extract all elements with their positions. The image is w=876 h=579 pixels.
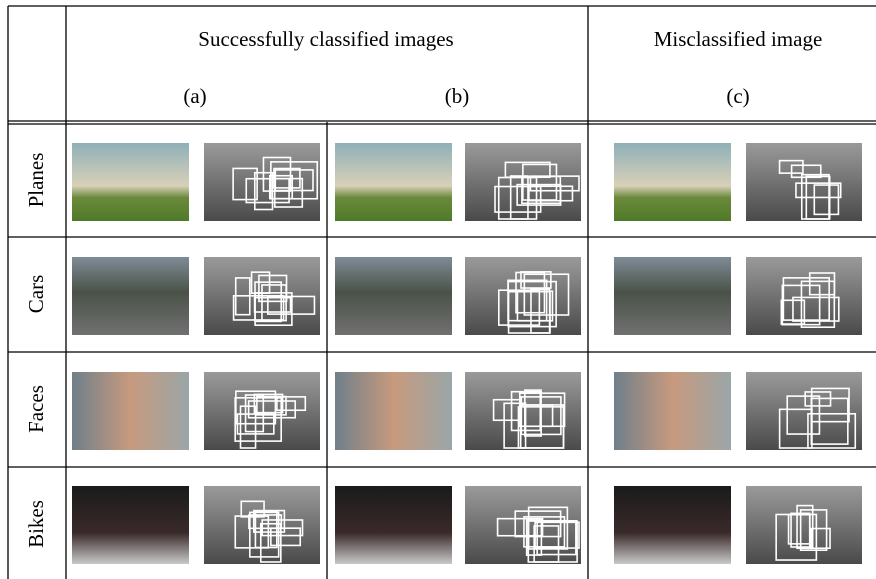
patch-box [519, 404, 565, 449]
photo [335, 486, 452, 564]
patch-box [533, 525, 560, 563]
patch-box [782, 277, 830, 321]
patch-box [492, 398, 521, 422]
table-rules [7, 5, 876, 579]
group-heading: Misclassified image [654, 27, 823, 51]
patch-box [790, 164, 822, 179]
patch-box [780, 299, 806, 325]
patch-box [248, 514, 283, 530]
patch-box [247, 400, 297, 419]
column-label: (b) [445, 84, 470, 108]
gray-photo [746, 372, 862, 450]
patch-box [524, 389, 542, 437]
patch-box [235, 390, 277, 425]
patch-box [497, 289, 541, 326]
patch-box [514, 510, 562, 538]
patch-box [792, 296, 840, 322]
photo [335, 372, 452, 450]
patch-box [244, 394, 265, 433]
patch-box [509, 175, 529, 220]
patch-box [253, 171, 274, 211]
patch-box [270, 527, 302, 547]
photo [614, 143, 731, 221]
patch-box [786, 395, 821, 435]
patch-box [276, 396, 307, 412]
photo [335, 257, 452, 335]
patch-box [249, 511, 280, 558]
patch-box [796, 504, 814, 550]
patch-box [799, 509, 828, 551]
patch-box [262, 156, 292, 192]
photo [335, 143, 452, 221]
column-label: (a) [183, 84, 206, 108]
patch-box [521, 175, 562, 205]
gray-photo [465, 257, 581, 335]
patch-box [810, 387, 850, 423]
patch-box [496, 517, 544, 537]
patch-box [523, 516, 566, 548]
patch-box [252, 509, 286, 533]
patch-box [240, 500, 265, 518]
patch-box [810, 527, 831, 550]
patch-box [800, 280, 836, 328]
patch-box [270, 161, 319, 200]
patch-box [813, 184, 840, 216]
patch-box [267, 295, 316, 315]
patch-box [232, 167, 258, 201]
photo [72, 257, 189, 335]
photo [72, 143, 189, 221]
patch-box [256, 395, 287, 416]
patch-box [239, 405, 257, 449]
gray-photo [465, 486, 581, 564]
photo [614, 257, 731, 335]
photo [614, 372, 731, 450]
row-label: Faces [24, 385, 48, 433]
patch-box [268, 174, 294, 200]
patch-box [515, 271, 546, 314]
group-heading: Successfully classified images [198, 27, 453, 51]
photo [72, 486, 189, 564]
patch-box [258, 274, 288, 303]
row-label: Planes [24, 153, 48, 208]
patch-box [494, 185, 542, 213]
column-label: (c) [726, 84, 749, 108]
patch-box [245, 177, 290, 204]
patch-box [807, 412, 857, 449]
patch-box [253, 393, 284, 414]
patch-box [234, 277, 251, 316]
gray-photo [746, 486, 862, 564]
photo [72, 372, 189, 450]
row-label: Bikes [24, 500, 48, 548]
patch-box [507, 279, 548, 322]
photo [614, 486, 731, 564]
gray-photo [746, 143, 862, 221]
patch-box [795, 182, 842, 199]
patch-box [522, 163, 558, 201]
patch-box [254, 281, 283, 323]
row-label: Cars [24, 275, 48, 314]
patch-box [259, 522, 282, 563]
